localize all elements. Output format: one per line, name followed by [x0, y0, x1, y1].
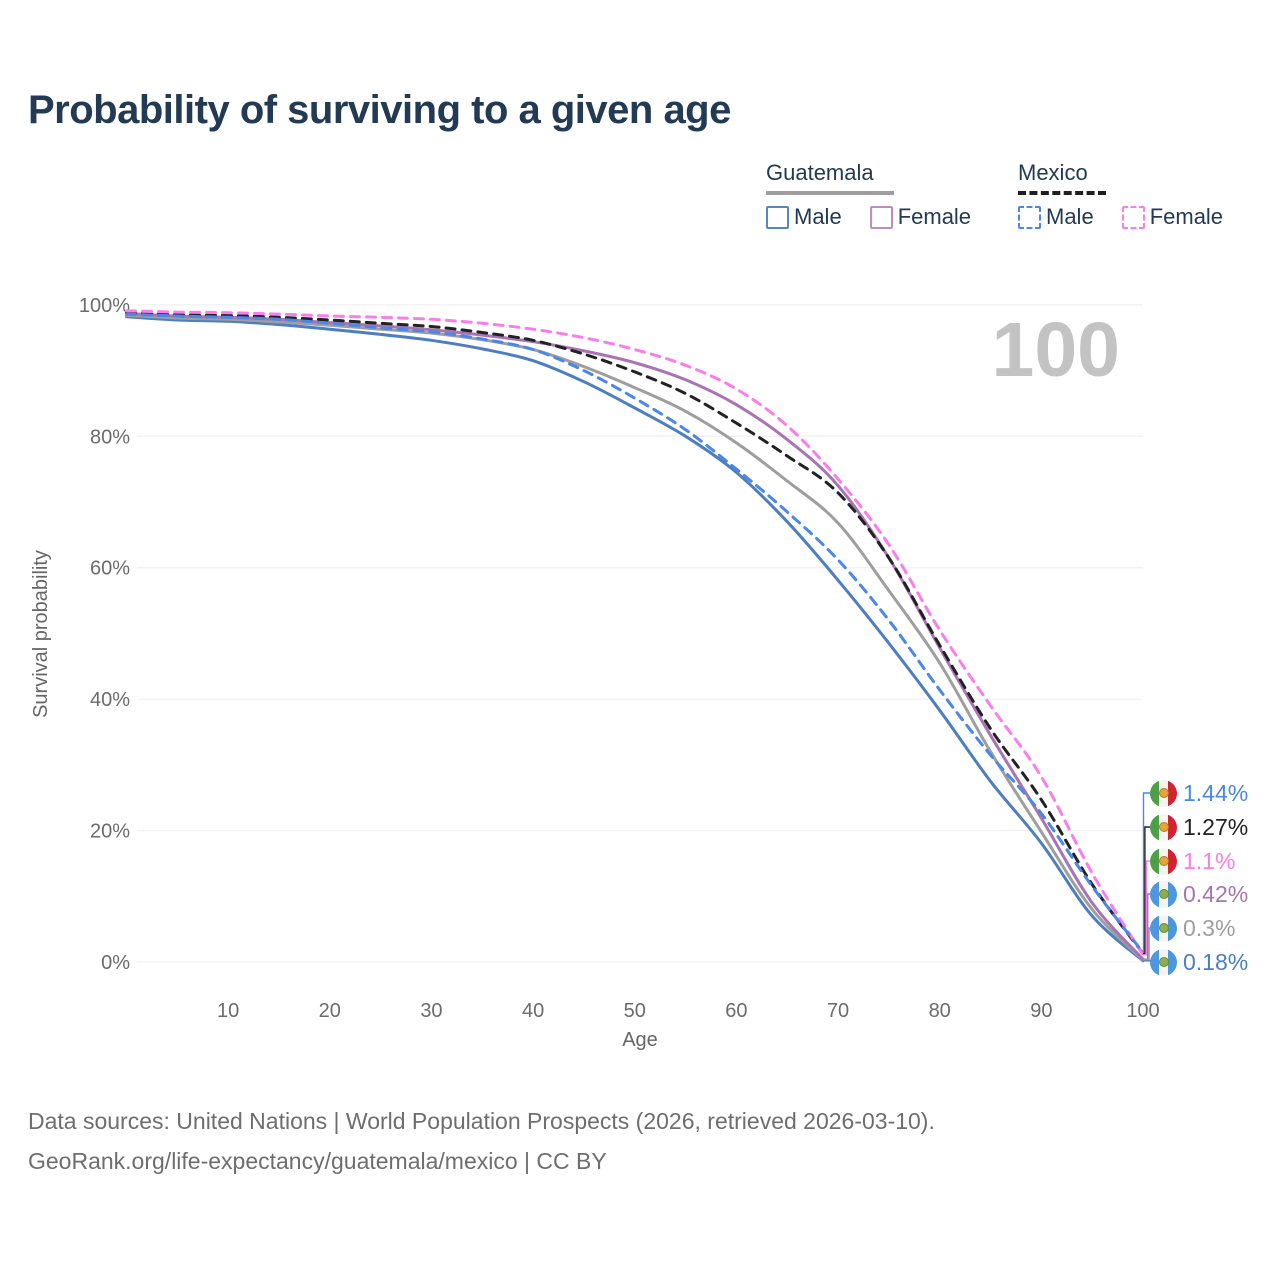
series-line-gt-total — [125, 313, 1145, 962]
y-tick-label: 100% — [79, 295, 130, 317]
hover-age-watermark: 100 — [992, 307, 1120, 393]
mexico-flag-icon — [1150, 813, 1177, 841]
y-tick-label: 80% — [90, 426, 130, 448]
end-label-row-gt-female: 0.42% — [1150, 880, 1249, 908]
series-line-gt-female — [125, 311, 1145, 961]
end-label-connector-mx-female — [1143, 860, 1150, 956]
x-tick-label: 90 — [1030, 1000, 1052, 1022]
page-title: Probability of surviving to a given age — [28, 88, 731, 132]
x-tick-label: 20 — [319, 1000, 341, 1022]
series-line-mx-total — [125, 311, 1145, 956]
x-tick-label: 100 — [1126, 1000, 1159, 1022]
legend-group-mexico: Mexico Male Female — [1018, 160, 1223, 230]
end-value-label: 1.27% — [1183, 813, 1249, 840]
end-value-label: 0.42% — [1183, 880, 1249, 907]
end-label-connector-mx-total — [1143, 826, 1150, 955]
legend-item-label: Male — [1046, 204, 1094, 229]
y-tick-label: 60% — [90, 558, 130, 580]
legend-item-guatemala-female[interactable]: Female — [869, 204, 972, 230]
y-tick-label: 0% — [101, 952, 130, 974]
legend-item-label: Female — [897, 204, 972, 229]
legend-item-label: Male — [794, 204, 842, 229]
end-label-row-mx-female: 1.1% — [1150, 847, 1236, 875]
end-label-row-mx-total: 1.27% — [1150, 813, 1249, 841]
x-tick-label: 30 — [420, 1000, 442, 1022]
mexico-female-swatch-icon — [1121, 205, 1145, 229]
end-value-label: 0.3% — [1183, 914, 1236, 941]
end-label-row-gt-total: 0.3% — [1150, 914, 1236, 942]
y-axis-title: Survival probability — [30, 550, 52, 718]
attribution-note: GeoRank.org/life-expectancy/guatemala/me… — [28, 1148, 607, 1174]
guatemala-flag-icon — [1150, 948, 1177, 976]
y-tick-label: 20% — [90, 821, 130, 843]
end-value-label: 1.1% — [1183, 847, 1236, 874]
y-tick-label: 40% — [90, 689, 130, 711]
x-tick-label: 50 — [624, 1000, 646, 1022]
end-value-label: 1.44% — [1183, 779, 1249, 806]
guatemala-line-sample — [766, 191, 894, 195]
legend-item-guatemala-male[interactable]: Male — [766, 204, 842, 230]
data-sources-note: Data sources: United Nations | World Pop… — [28, 1108, 935, 1134]
series-line-mx-male — [125, 312, 1145, 954]
grid — [137, 304, 1143, 963]
legend-group-title-mexico: Mexico — [1018, 160, 1088, 185]
end-label-row-gt-male: 0.18% — [1150, 948, 1249, 976]
mexico-flag-icon — [1150, 847, 1177, 875]
guatemala-female-swatch-icon — [869, 205, 893, 229]
guatemala-male-swatch-icon — [766, 205, 789, 229]
legend-item-mexico-male[interactable]: Male — [1018, 204, 1094, 230]
legend-group-guatemala: Guatemala Male Female — [766, 160, 971, 230]
end-label-connector-mx-male — [1142, 792, 1150, 954]
end-label-row-mx-male: 1.44% — [1150, 779, 1249, 807]
guatemala-flag-icon — [1150, 880, 1177, 908]
end-label-connector-gt-female — [1143, 893, 1150, 960]
guatemala-flag-icon — [1150, 914, 1177, 942]
legend-item-label: Female — [1149, 204, 1224, 229]
end-label-connectors — [1142, 792, 1152, 963]
legend-item-mexico-female[interactable]: Female — [1121, 204, 1224, 230]
end-value-label: 0.18% — [1183, 948, 1249, 975]
series-line-gt-male — [125, 315, 1145, 963]
series-lines — [125, 309, 1145, 963]
mexico-male-swatch-icon — [1018, 205, 1041, 229]
mexico-flag-icon — [1150, 779, 1177, 807]
x-tick-label: 60 — [725, 1000, 747, 1022]
legend-group-title-guatemala: Guatemala — [766, 160, 874, 185]
mexico-line-sample — [1018, 191, 1106, 195]
x-tick-label: 40 — [522, 1000, 544, 1022]
x-axis-title: Age — [622, 1029, 658, 1051]
series-line-mx-female — [125, 309, 1145, 957]
x-tick-label: 80 — [929, 1000, 951, 1022]
end-label-connector-gt-total — [1143, 927, 1150, 961]
x-tick-label: 10 — [217, 1000, 239, 1022]
x-tick-label: 70 — [827, 1000, 849, 1022]
